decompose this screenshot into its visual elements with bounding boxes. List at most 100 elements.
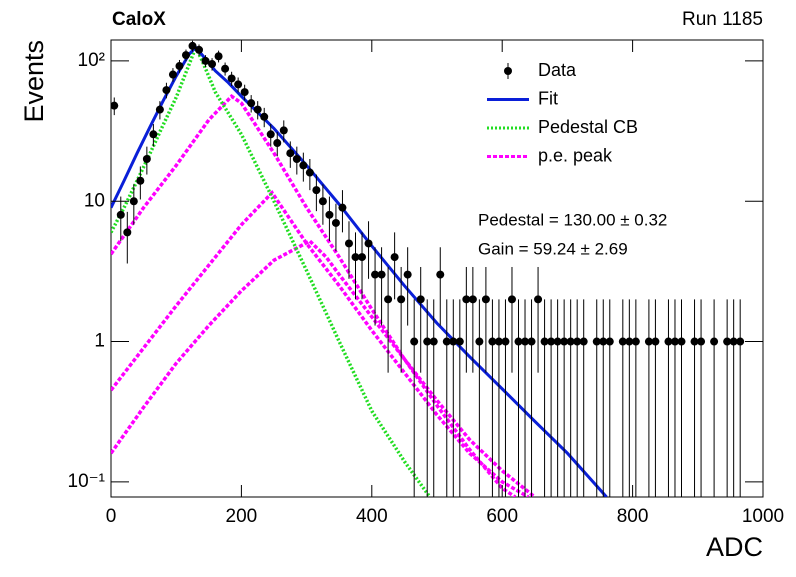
data-point — [651, 337, 660, 346]
data-point — [729, 337, 738, 346]
data-point — [331, 218, 340, 227]
data-point — [325, 210, 334, 219]
legend-label: Pedestal CB — [538, 117, 638, 137]
data-point — [521, 337, 530, 346]
data-point — [429, 337, 438, 346]
data-point — [123, 228, 132, 237]
data-point — [273, 139, 282, 148]
run-label: Run 1185 — [682, 9, 763, 30]
data-point — [279, 126, 288, 135]
data-point — [481, 295, 490, 304]
data-point — [371, 270, 380, 279]
data-point — [253, 105, 262, 114]
data-point — [181, 51, 190, 60]
data-point — [390, 253, 399, 262]
data-point — [351, 253, 360, 262]
data-point — [403, 270, 412, 279]
y-tick-label: 10⁻¹ — [68, 471, 106, 492]
data-point — [475, 337, 484, 346]
data-point — [670, 337, 679, 346]
data-point — [631, 337, 640, 346]
data-point — [162, 86, 171, 95]
data-point — [664, 337, 673, 346]
data-point — [377, 270, 386, 279]
data-point — [410, 337, 419, 346]
data-point — [566, 337, 575, 346]
data-point — [260, 112, 269, 121]
data-point — [149, 130, 158, 139]
data-point — [573, 337, 582, 346]
data-point — [201, 56, 210, 65]
data-point — [501, 337, 510, 346]
data-point — [690, 337, 699, 346]
data-point — [384, 295, 393, 304]
data-point — [116, 210, 125, 219]
data-point — [723, 337, 732, 346]
data-point — [625, 337, 634, 346]
axes: 0 200 400 600 800 1000 10⁻¹ 1 10 10² — [68, 40, 784, 527]
data-point — [214, 52, 223, 61]
data-point — [534, 295, 543, 304]
data-point — [423, 337, 432, 346]
data-point — [227, 74, 236, 83]
data-point — [286, 149, 295, 158]
fit-curve — [111, 45, 608, 497]
data-point — [397, 295, 406, 304]
y-axis-label: Events — [19, 40, 49, 123]
x-tick-label: 600 — [486, 506, 518, 527]
data-point — [142, 155, 151, 164]
data-point — [299, 161, 308, 170]
data-point — [416, 295, 425, 304]
x-tick-label: 1000 — [742, 506, 784, 527]
data-point — [488, 337, 497, 346]
data-point — [644, 337, 653, 346]
data-point — [364, 239, 373, 248]
data-point — [462, 295, 471, 304]
data-point — [677, 337, 686, 346]
data-point — [338, 203, 347, 212]
data-point — [344, 239, 353, 248]
data-point — [234, 80, 243, 89]
data-point — [455, 337, 464, 346]
x-tick-label: 200 — [226, 506, 258, 527]
data-point — [208, 60, 217, 69]
data-point — [175, 62, 184, 71]
data-point — [195, 45, 204, 54]
data-point — [129, 197, 138, 206]
data-point — [188, 41, 197, 50]
data-point — [736, 337, 745, 346]
data-point — [560, 337, 569, 346]
y-tick-label: 10² — [78, 50, 105, 71]
data-point — [449, 337, 458, 346]
data-point — [168, 70, 177, 79]
data-point — [318, 197, 327, 206]
data-point — [494, 337, 503, 346]
data-point — [507, 295, 516, 304]
legend: Data Fit Pedestal CB p.e. peak — [487, 60, 638, 165]
data-point — [553, 337, 562, 346]
x-tick-label: 800 — [617, 506, 649, 527]
data-point — [266, 130, 275, 139]
data-point — [514, 337, 523, 346]
data-point — [436, 270, 445, 279]
data-point — [247, 99, 256, 108]
data-point — [358, 253, 367, 262]
data-point — [527, 337, 536, 346]
data-point — [710, 337, 719, 346]
chart-title: CaloX — [112, 9, 166, 30]
data-point — [442, 337, 451, 346]
y-tick-label: 10 — [84, 190, 105, 211]
legend-marker — [504, 67, 512, 75]
data-point — [697, 337, 706, 346]
legend-label: Data — [538, 60, 577, 80]
data-point — [579, 337, 588, 346]
data-point — [468, 295, 477, 304]
fit-curve — [111, 42, 432, 497]
y-tick-label: 1 — [94, 331, 105, 352]
x-tick-label: 400 — [356, 506, 388, 527]
x-axis-label: ADC — [706, 532, 763, 562]
data-point — [221, 64, 230, 73]
data-point — [240, 88, 249, 97]
legend-label: Fit — [538, 88, 558, 108]
